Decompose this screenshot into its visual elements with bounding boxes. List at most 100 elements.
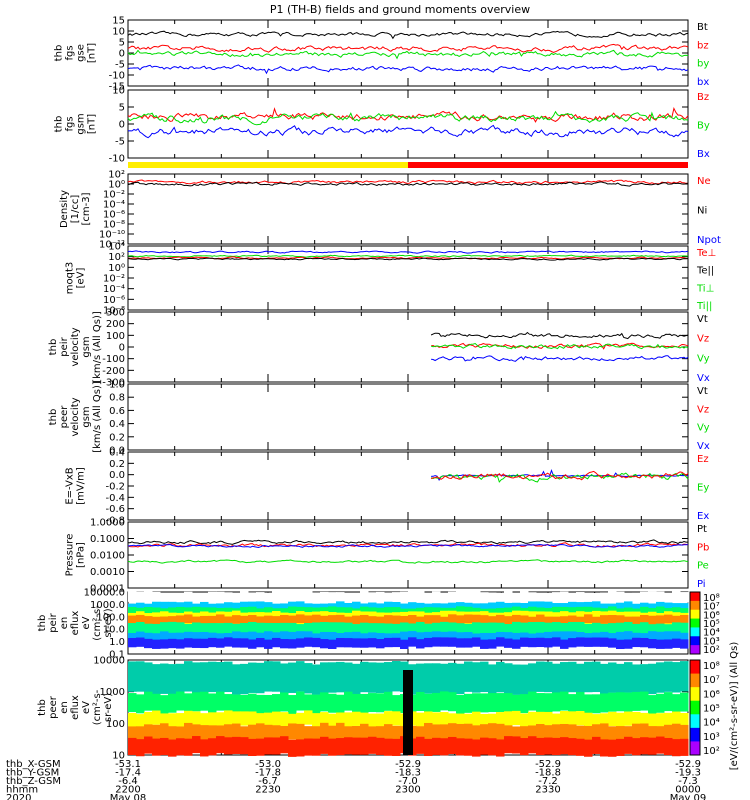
legend-item: bz bbox=[697, 40, 709, 51]
spectrogram-cell bbox=[352, 593, 361, 604]
spectrogram-cell bbox=[424, 738, 433, 756]
spectrogram-cell bbox=[224, 694, 233, 714]
panel-density: 10²10⁰10⁻²10⁻⁴10⁻⁶10⁻⁸10⁻¹⁰10⁻¹²Density[… bbox=[59, 170, 721, 251]
spectrogram-cell bbox=[384, 592, 393, 603]
spectrogram-cell bbox=[632, 623, 641, 640]
xaxis-row-label: thb_X-GSM bbox=[6, 759, 61, 770]
legend-item: Pe bbox=[697, 561, 709, 572]
spectrogram-cell bbox=[296, 723, 305, 741]
spectrogram-cell bbox=[368, 638, 377, 648]
spectrogram-cell bbox=[240, 632, 249, 643]
spectrogram-cell bbox=[168, 739, 177, 757]
panel-efield: 0.40.20.0-0.2-0.4-0.6-0.8E=-VxB [mV/m]EzE… bbox=[65, 448, 710, 527]
colorbar-tick: 10⁴ bbox=[703, 718, 720, 729]
xaxis-value: -17.8 bbox=[255, 768, 281, 779]
spectrogram-cell bbox=[424, 722, 433, 740]
y-tick-label: 10 bbox=[112, 27, 125, 38]
y-tick-label: 0.6 bbox=[109, 406, 125, 417]
spectrogram-cell bbox=[640, 614, 649, 624]
y-tick-label: 0.0 bbox=[109, 470, 125, 481]
y-tick-label: -0.4 bbox=[105, 493, 125, 504]
spectrogram-cell bbox=[584, 725, 593, 743]
y-tick-label: 10.0 bbox=[103, 625, 125, 636]
spectrogram-cell bbox=[504, 616, 513, 625]
spectrogram-cell bbox=[176, 622, 185, 638]
spectrogram-cell bbox=[624, 592, 633, 604]
spectrogram-cell bbox=[208, 591, 217, 603]
spectrogram-cell bbox=[184, 722, 193, 740]
spectrogram-cell bbox=[576, 592, 585, 603]
spectrogram-cell bbox=[568, 638, 577, 648]
spectrogram-cell bbox=[576, 738, 585, 756]
spectrogram-cell bbox=[176, 738, 185, 756]
y-tick-label: 10 bbox=[112, 86, 125, 97]
spectrogram-cell bbox=[304, 622, 313, 639]
colorbar-segment bbox=[690, 687, 700, 702]
spectrogram-cell bbox=[616, 622, 625, 639]
spectrogram-cell bbox=[672, 662, 681, 693]
spectrogram-cell bbox=[584, 694, 593, 714]
spectrogram-cell bbox=[360, 693, 369, 713]
xaxis-value: -7.2 bbox=[538, 776, 558, 787]
colorbar-frame bbox=[689, 659, 701, 756]
spectrogram-cell bbox=[464, 693, 473, 713]
spectrogram-cell bbox=[208, 623, 217, 639]
spectrogram-cell bbox=[376, 639, 385, 649]
legend-item: Vt bbox=[697, 386, 708, 397]
spectrogram-cell bbox=[296, 591, 305, 603]
spectrogram-cell bbox=[584, 637, 593, 647]
y-tick-label: 10⁻² bbox=[103, 274, 125, 285]
series-Bt bbox=[127, 30, 689, 40]
spectrogram-cell bbox=[488, 592, 497, 603]
spectrogram-cell bbox=[312, 694, 321, 714]
colorbar-segment bbox=[690, 609, 700, 620]
panel-frame bbox=[127, 521, 689, 589]
spectrogram-cell bbox=[320, 631, 329, 643]
spectrogram-cell bbox=[264, 661, 273, 692]
spectrogram-cell bbox=[376, 737, 385, 755]
spectrogram-cell bbox=[216, 725, 225, 742]
spectrogram-cell bbox=[432, 591, 441, 603]
spectrogram-cell bbox=[304, 710, 313, 725]
colorbar-tick: 10² bbox=[703, 645, 720, 656]
spectrogram-cell bbox=[368, 592, 377, 603]
spectrogram-cell bbox=[552, 637, 561, 647]
spectrogram-cell bbox=[496, 592, 505, 604]
spectrogram-cell bbox=[176, 726, 185, 743]
spectrogram-cell bbox=[400, 639, 409, 650]
spectrogram-cell bbox=[528, 616, 537, 626]
spectrogram-cell bbox=[200, 615, 209, 625]
spectrogram-cell bbox=[216, 736, 225, 754]
spectrogram-cell bbox=[136, 714, 145, 729]
spectrogram-cell bbox=[592, 661, 601, 693]
spectrogram-cell bbox=[240, 694, 249, 714]
spectrogram-cell bbox=[136, 694, 145, 714]
spectrogram-cell bbox=[384, 623, 393, 640]
spectrogram-cell bbox=[672, 711, 681, 726]
panel-frame bbox=[127, 89, 689, 159]
chart-title: P1 (TH-B) fields and ground moments over… bbox=[270, 3, 530, 16]
spectrogram-cell bbox=[304, 726, 313, 743]
spectrogram-cell bbox=[384, 738, 393, 756]
spectrogram-cell bbox=[504, 591, 513, 602]
spectrogram-cell bbox=[656, 736, 665, 754]
spectrogram-cell bbox=[416, 691, 425, 711]
spectrogram-cell bbox=[496, 693, 505, 713]
spectrogram-cell bbox=[192, 592, 201, 604]
spectrogram-cell bbox=[176, 593, 185, 604]
legend-item: Ez bbox=[697, 454, 709, 465]
spectrogram-cell bbox=[440, 621, 449, 638]
spectrogram-cell bbox=[464, 713, 473, 729]
series-bz bbox=[127, 43, 689, 53]
spectrogram-cell bbox=[384, 724, 393, 741]
spectrogram-cell bbox=[504, 693, 513, 713]
spectrogram-cell bbox=[328, 592, 337, 603]
spectrogram-cell bbox=[584, 661, 593, 693]
spectrogram-cell bbox=[344, 662, 353, 693]
y-axis-label: Pressure bbox=[65, 534, 76, 577]
spectrogram-cell bbox=[336, 622, 345, 638]
colorbar-tick: 10⁵ bbox=[703, 704, 720, 715]
spectrogram-cell bbox=[312, 726, 321, 743]
spectrogram-cell bbox=[496, 637, 505, 647]
